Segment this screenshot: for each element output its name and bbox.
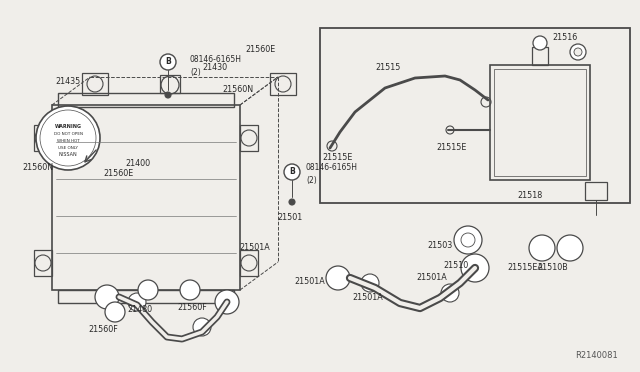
Bar	[270, 73, 296, 95]
Text: B: B	[289, 167, 295, 176]
Circle shape	[275, 76, 291, 92]
Text: (2): (2)	[190, 67, 201, 77]
Bar	[160, 75, 180, 93]
Circle shape	[461, 254, 489, 282]
Bar	[34, 125, 52, 151]
Text: 21560F: 21560F	[177, 304, 207, 312]
Text: 21560F: 21560F	[88, 326, 118, 334]
Circle shape	[529, 235, 555, 261]
Circle shape	[35, 130, 51, 146]
Text: USE ONLY: USE ONLY	[58, 146, 78, 150]
Bar	[494, 69, 586, 176]
Text: 21516: 21516	[552, 33, 578, 42]
Text: 21480: 21480	[127, 305, 152, 314]
Circle shape	[557, 235, 583, 261]
Bar	[58, 290, 234, 303]
Bar	[52, 105, 240, 290]
Bar	[532, 47, 548, 65]
Text: WHEN HOT: WHEN HOT	[56, 139, 79, 143]
Text: 08146-6165H: 08146-6165H	[306, 163, 358, 171]
Circle shape	[180, 280, 200, 300]
Circle shape	[361, 274, 379, 292]
Circle shape	[87, 76, 103, 92]
Text: (2): (2)	[306, 176, 317, 185]
Bar	[585, 182, 607, 200]
Circle shape	[36, 106, 100, 170]
Text: 21501A: 21501A	[239, 244, 270, 253]
Text: 21560N: 21560N	[223, 86, 253, 94]
Text: 21503: 21503	[428, 241, 452, 250]
Text: 21515E: 21515E	[437, 144, 467, 153]
Circle shape	[441, 284, 459, 302]
Text: 21560N: 21560N	[22, 164, 54, 173]
Circle shape	[454, 226, 482, 254]
Text: 21560E: 21560E	[245, 45, 275, 55]
Circle shape	[105, 302, 125, 322]
Text: 08146-6165H: 08146-6165H	[190, 55, 242, 64]
Text: 21501A: 21501A	[353, 294, 383, 302]
Circle shape	[138, 280, 158, 300]
Circle shape	[574, 48, 582, 56]
Text: 21510: 21510	[444, 260, 468, 269]
Text: DO NOT OPEN: DO NOT OPEN	[54, 132, 83, 136]
Text: R2140081: R2140081	[575, 350, 618, 359]
Circle shape	[161, 76, 179, 94]
Circle shape	[570, 44, 586, 60]
Bar	[58, 93, 234, 107]
Text: 21501A: 21501A	[417, 273, 447, 282]
Bar	[240, 125, 258, 151]
Circle shape	[326, 266, 350, 290]
Circle shape	[533, 36, 547, 50]
Bar	[320, 28, 630, 203]
Bar	[240, 250, 258, 276]
Text: B: B	[165, 58, 171, 67]
Text: 21400: 21400	[125, 158, 150, 167]
Bar	[82, 73, 108, 95]
Text: 21501: 21501	[277, 214, 303, 222]
Circle shape	[241, 255, 257, 271]
Text: 21501A: 21501A	[294, 278, 325, 286]
Circle shape	[165, 92, 171, 98]
Circle shape	[193, 318, 211, 336]
Circle shape	[95, 285, 119, 309]
Text: 21518: 21518	[517, 190, 543, 199]
Text: 21430: 21430	[202, 64, 228, 73]
Circle shape	[215, 290, 239, 314]
Circle shape	[35, 255, 51, 271]
Bar	[34, 250, 52, 276]
Text: 21560E: 21560E	[103, 169, 133, 177]
Circle shape	[160, 54, 176, 70]
Text: WARNING: WARNING	[54, 124, 81, 128]
Circle shape	[128, 293, 146, 311]
Text: 21510B: 21510B	[538, 263, 568, 273]
Circle shape	[241, 130, 257, 146]
Bar	[490, 65, 590, 180]
Text: NISSAN: NISSAN	[59, 151, 77, 157]
Text: 21515: 21515	[375, 64, 401, 73]
Text: 21515E: 21515E	[323, 154, 353, 163]
Circle shape	[289, 199, 295, 205]
Text: 21435: 21435	[56, 77, 81, 87]
Circle shape	[284, 164, 300, 180]
Text: 21515EA: 21515EA	[507, 263, 543, 273]
